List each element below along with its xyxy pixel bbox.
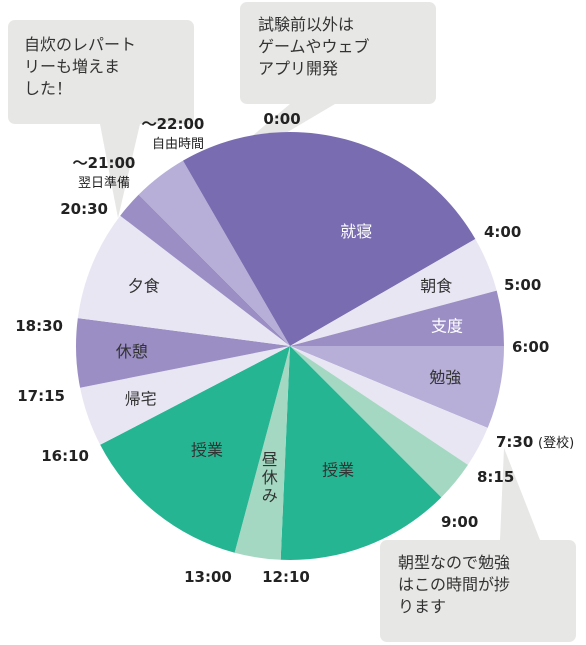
callout-text: 試験前以外は <box>258 15 354 34</box>
time-tick-label: 9:00 <box>441 513 478 531</box>
pie-slice <box>100 346 291 553</box>
pie-slice <box>77 215 290 346</box>
slice-label: 授業 <box>322 461 354 480</box>
time-tick-label: 〜21:00 <box>73 154 136 172</box>
callout-pointer <box>500 448 540 540</box>
time-tick-sublabel: 自由時間 <box>152 137 204 152</box>
time-tick-label: 0:00 <box>263 110 300 128</box>
callout-box <box>380 540 576 642</box>
callout-box <box>8 20 194 124</box>
pie-slice <box>80 346 290 445</box>
pie-slice <box>290 346 488 465</box>
callout-text: ゲームやウェブ <box>258 37 370 56</box>
pie-slice <box>290 346 468 498</box>
pie-slice <box>138 160 290 346</box>
time-tick-label: 18:30 <box>15 317 63 335</box>
callout-text: ります <box>398 597 446 616</box>
pie-slice <box>290 290 504 346</box>
slice-label: 昼 <box>262 450 278 469</box>
callout-box <box>240 2 436 104</box>
slice-label: 支度 <box>431 316 463 335</box>
callout-text: アプリ開発 <box>258 59 338 78</box>
slice-label: 帰宅 <box>125 390 157 409</box>
time-tick-sublabel: (登校) <box>538 435 574 451</box>
callout-text: リーも増えま <box>24 57 120 76</box>
time-tick-label: 16:10 <box>41 447 89 465</box>
callout-pointer <box>100 124 140 218</box>
pie-slice <box>290 239 497 346</box>
pie-slice <box>290 132 476 346</box>
time-tick-label: 13:00 <box>184 568 232 586</box>
callout-text: した！ <box>24 79 72 98</box>
pie-slice <box>183 132 290 346</box>
slice-label: 勉強 <box>429 368 461 387</box>
slice-label: 朝食 <box>420 276 452 295</box>
time-tick-label: 4:00 <box>484 223 521 241</box>
callout-text: はこの時間が捗 <box>398 575 510 594</box>
time-tick-label: 6:00 <box>512 338 549 356</box>
slice-label: 授業 <box>191 441 223 460</box>
slice-label: 休憩 <box>116 342 148 361</box>
time-tick-label: 20:30 <box>60 200 108 218</box>
time-tick-sublabel: 翌日準備 <box>78 175 130 191</box>
callout-text: 朝型なので勉強 <box>398 553 510 572</box>
time-tick-label: 〜22:00 <box>142 115 205 133</box>
time-tick-label: 8:15 <box>477 468 514 486</box>
pie-slice <box>234 346 290 560</box>
pie-slice <box>120 194 290 346</box>
time-tick-label: 7:30 <box>496 433 533 451</box>
slice-label: み <box>262 486 278 505</box>
slice-label: 就寝 <box>340 222 372 241</box>
callout-text: 自炊のレパート <box>24 35 136 54</box>
time-tick-label: 5:00 <box>504 276 541 294</box>
slice-label: 夕食 <box>128 276 160 295</box>
pie-slice <box>290 346 504 428</box>
slice-label: 休 <box>262 468 278 487</box>
time-tick-label: 12:10 <box>262 568 310 586</box>
pie-slice <box>75 318 290 388</box>
pie-slice <box>280 346 442 561</box>
time-tick-label: 17:15 <box>17 387 65 405</box>
